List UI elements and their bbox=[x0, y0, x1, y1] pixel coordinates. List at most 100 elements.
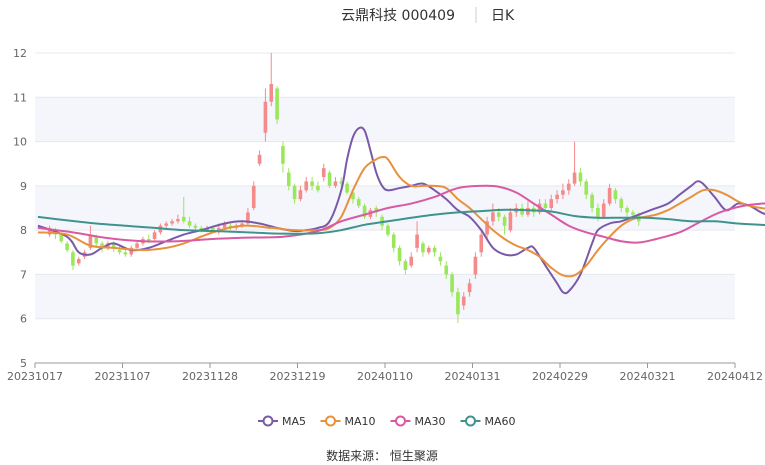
candle bbox=[502, 214, 507, 235]
candle-body bbox=[310, 181, 314, 186]
candle bbox=[310, 177, 314, 191]
candle bbox=[257, 150, 262, 166]
candle-body bbox=[246, 212, 250, 224]
y-tick-label: 5 bbox=[20, 357, 27, 370]
candle bbox=[391, 232, 396, 253]
candle-body bbox=[351, 192, 355, 200]
candle bbox=[438, 252, 443, 266]
chart-title: 云鼎科技 000409 bbox=[341, 8, 455, 24]
candle-body bbox=[426, 247, 431, 253]
candle-body bbox=[257, 154, 262, 164]
candle bbox=[473, 252, 478, 279]
candle bbox=[71, 250, 75, 270]
legend-circle-icon bbox=[262, 415, 274, 427]
candle bbox=[286, 168, 291, 191]
candle-body bbox=[117, 250, 122, 253]
candle-body bbox=[549, 199, 554, 208]
candle-body bbox=[170, 221, 174, 224]
x-tick-label: 20240110 bbox=[357, 370, 413, 383]
candle-body bbox=[152, 232, 157, 239]
candle-body bbox=[339, 181, 344, 184]
candle bbox=[572, 141, 577, 186]
chart-legend: MA5 MA10 MA30 MA60 bbox=[258, 415, 516, 428]
candle-body bbox=[491, 212, 495, 222]
candle-body bbox=[362, 205, 367, 217]
candle bbox=[362, 203, 367, 220]
candle-body bbox=[584, 181, 589, 195]
candle-body bbox=[345, 183, 349, 193]
candle-body bbox=[386, 225, 390, 235]
moving-average-lines bbox=[37, 126, 765, 295]
candle bbox=[263, 88, 268, 142]
candle-body bbox=[65, 243, 69, 251]
y-tick-label: 12 bbox=[13, 47, 27, 60]
candle-body bbox=[572, 172, 577, 184]
candle-body bbox=[607, 188, 612, 204]
chart-header: 云鼎科技 000409 日K bbox=[341, 7, 515, 24]
candle bbox=[590, 192, 594, 213]
x-tick-label: 20240412 bbox=[707, 370, 763, 383]
candle bbox=[152, 230, 157, 242]
candle bbox=[76, 256, 81, 266]
candle bbox=[619, 196, 624, 213]
candle bbox=[176, 214, 180, 224]
candle bbox=[327, 170, 332, 189]
candle bbox=[129, 245, 134, 257]
grid-band bbox=[35, 274, 735, 319]
candle bbox=[555, 190, 559, 204]
candle-body bbox=[94, 236, 99, 244]
legend-label: MA30 bbox=[415, 415, 446, 428]
candle bbox=[386, 223, 390, 237]
candle bbox=[508, 208, 513, 233]
candle-body bbox=[327, 172, 332, 186]
legend-item-ma5: MA5 bbox=[258, 415, 306, 428]
candle bbox=[170, 219, 174, 226]
candle-body bbox=[164, 223, 169, 226]
candle bbox=[432, 245, 437, 257]
candle bbox=[356, 196, 361, 208]
candle bbox=[117, 245, 122, 255]
legend-circle-icon bbox=[325, 415, 336, 427]
candle bbox=[461, 292, 466, 310]
candle-body bbox=[415, 234, 419, 248]
candle-body bbox=[292, 185, 297, 200]
x-tick-label: 20231107 bbox=[95, 370, 151, 383]
candle bbox=[298, 185, 303, 202]
candle bbox=[491, 203, 495, 226]
candle-body bbox=[59, 234, 64, 242]
candle-body bbox=[321, 168, 326, 177]
candle-body bbox=[561, 190, 565, 195]
legend-circle-icon bbox=[465, 415, 476, 427]
y-tick-label: 7 bbox=[20, 268, 27, 281]
candle bbox=[526, 201, 530, 217]
candle-body bbox=[502, 216, 507, 226]
candle-body bbox=[601, 203, 606, 217]
candle bbox=[251, 181, 256, 211]
candle bbox=[240, 221, 244, 228]
candle-body bbox=[479, 234, 484, 253]
candle-body bbox=[356, 199, 361, 206]
y-tick-label: 9 bbox=[20, 180, 27, 193]
candle-body bbox=[286, 172, 291, 186]
candle-body bbox=[613, 190, 618, 200]
candle-body bbox=[269, 84, 274, 102]
candle-body bbox=[316, 185, 320, 191]
candle-body bbox=[181, 216, 186, 222]
x-axis: 20231017 20231107 20231128 20231219 20240110… bbox=[7, 362, 763, 383]
candle bbox=[47, 225, 52, 237]
chart-period-label: 日K bbox=[491, 8, 515, 24]
candle bbox=[601, 199, 606, 220]
candle bbox=[193, 223, 198, 231]
candle-body bbox=[432, 247, 437, 253]
candle-body bbox=[199, 227, 204, 231]
ma-line-ma60 bbox=[37, 208, 765, 235]
candle bbox=[345, 181, 349, 195]
candle bbox=[275, 86, 279, 124]
candle-body bbox=[123, 252, 128, 255]
candle bbox=[561, 183, 565, 200]
candle-body bbox=[461, 296, 466, 306]
candle bbox=[426, 245, 431, 255]
candle-body bbox=[508, 212, 513, 231]
candle-body bbox=[146, 239, 151, 242]
x-tick-label: 20240229 bbox=[532, 370, 588, 383]
